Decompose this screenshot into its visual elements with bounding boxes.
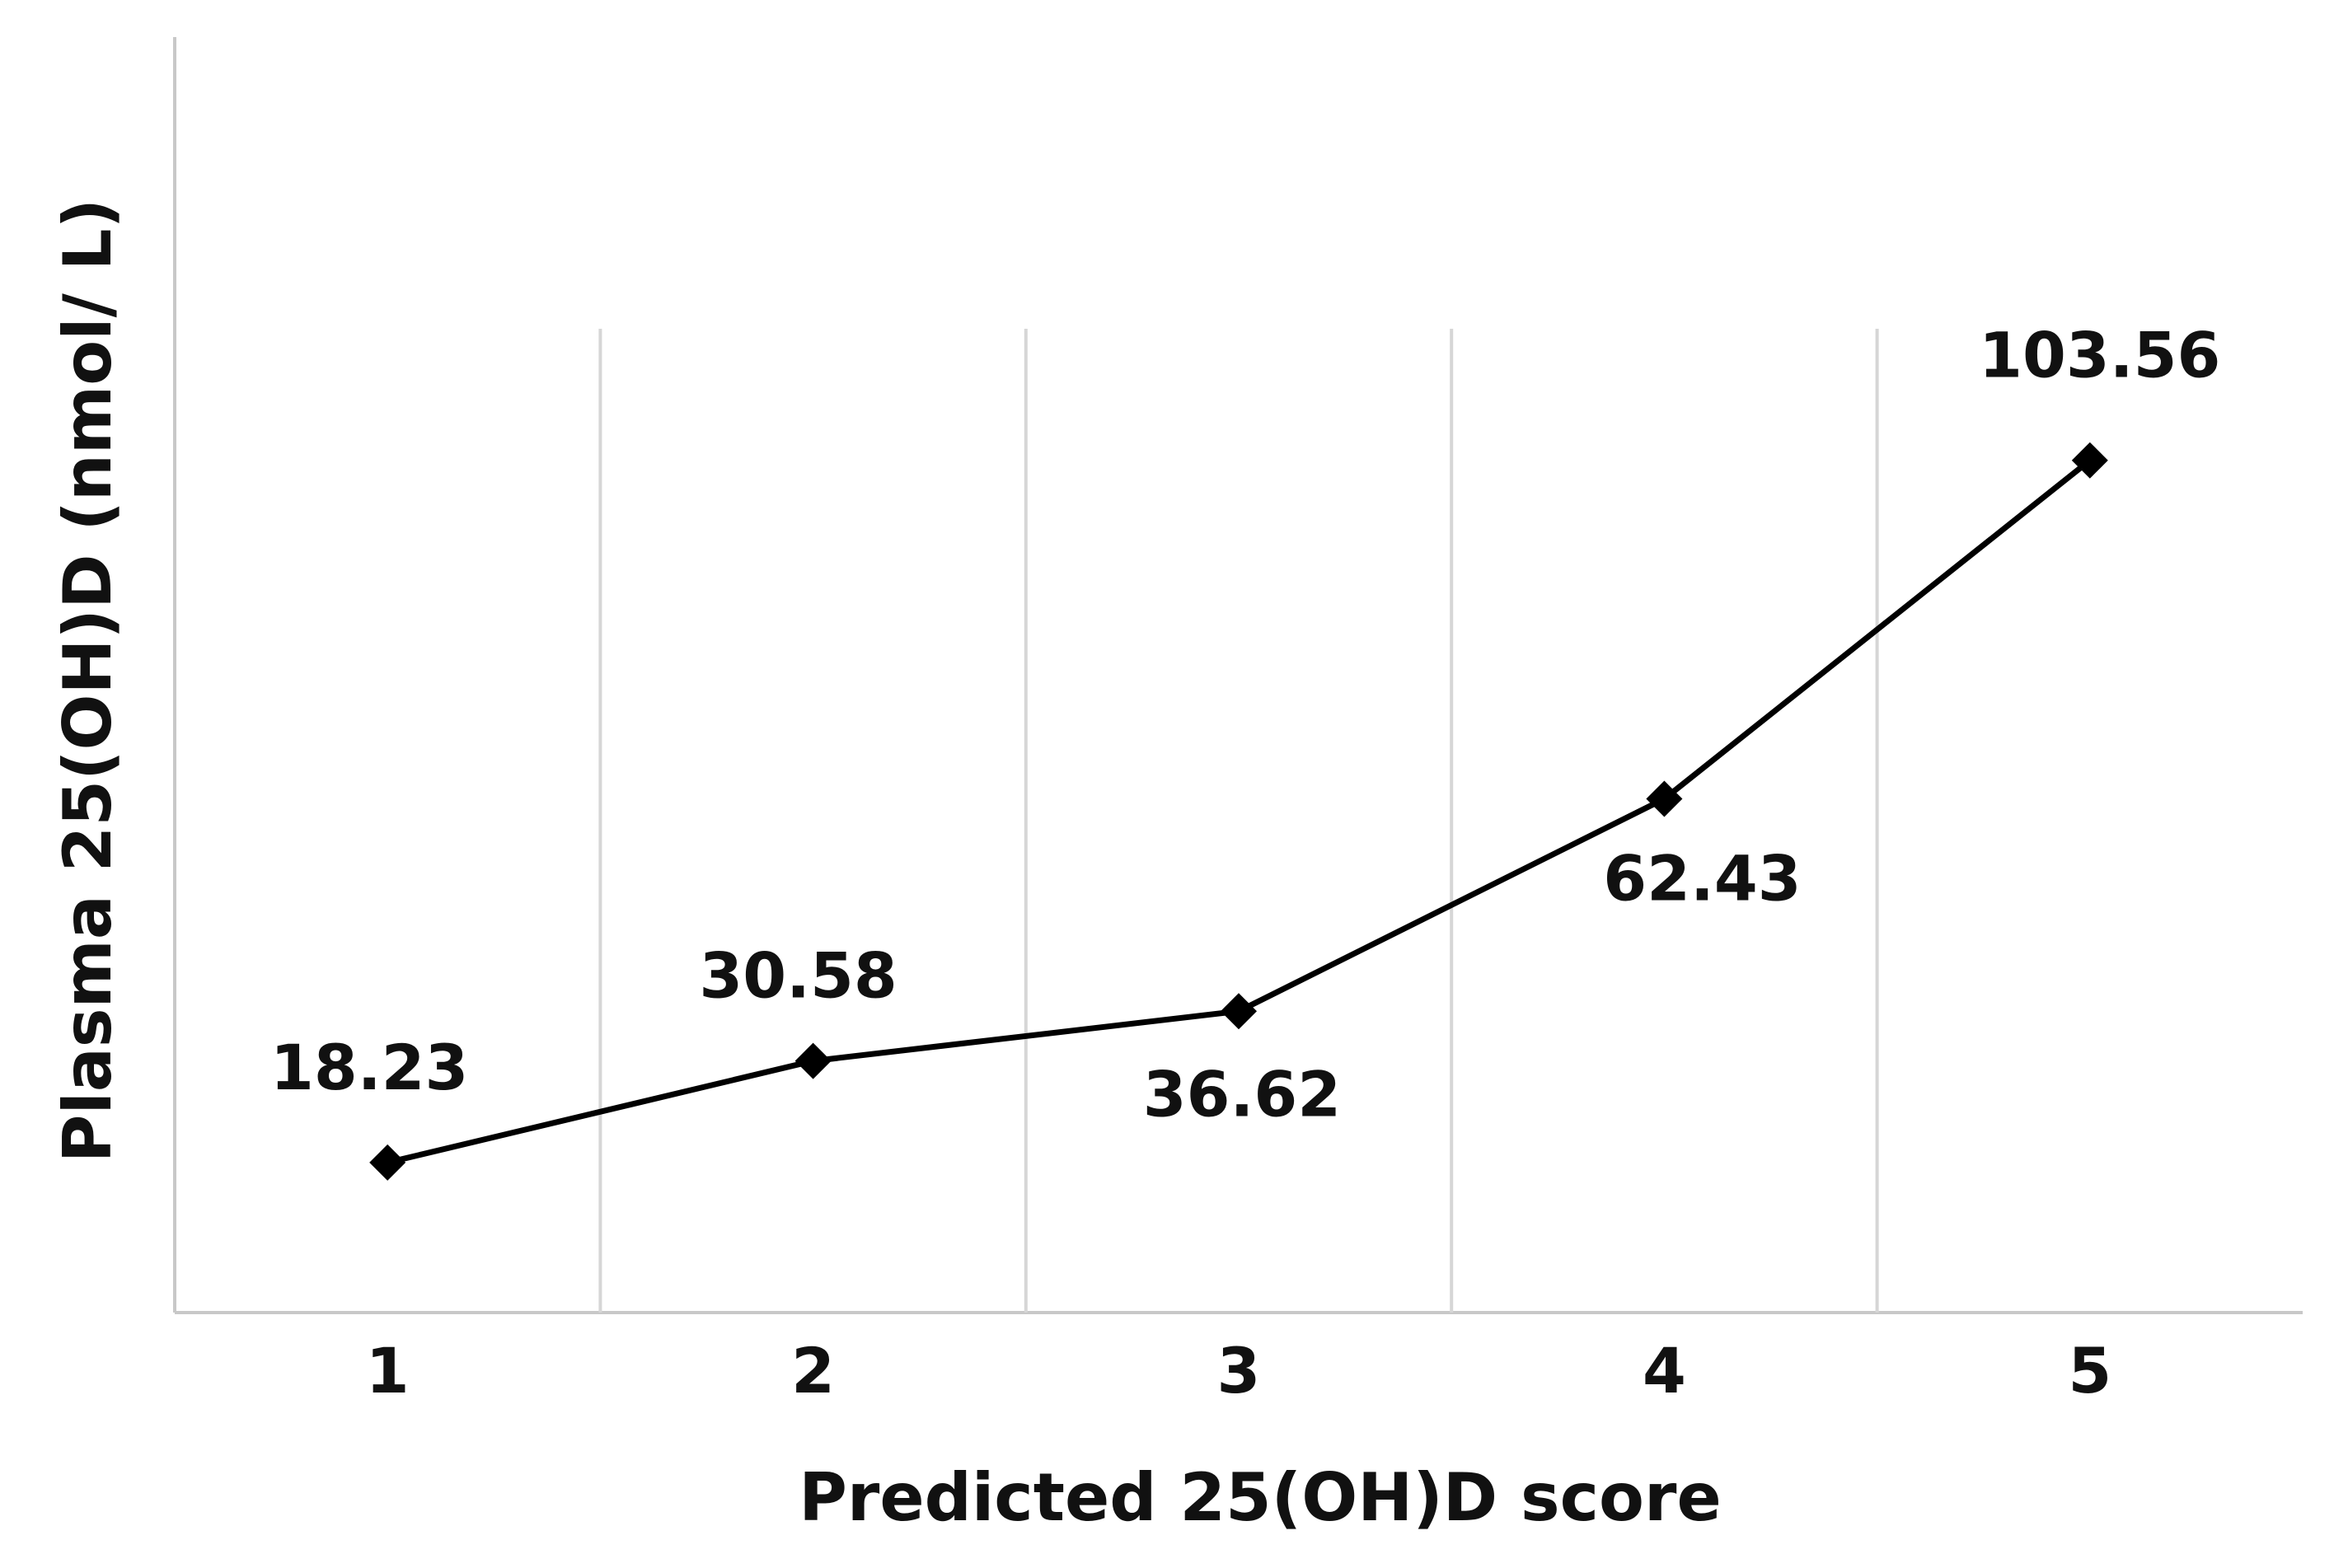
data-label: 62.43 [1603,841,1801,915]
y-axis-title: Plasma 25(OH)D (nmol/ L) [49,199,126,1163]
marker [794,1042,832,1079]
marker [369,1144,406,1181]
data-label: 36.62 [1143,1057,1341,1130]
x-axis-title: Predicted 25(OH)D score [799,1459,1721,1536]
x-tick-label: 3 [1217,1334,1261,1407]
data-label: 30.58 [699,939,897,1013]
data-label: 103.56 [1979,319,2220,392]
x-tick-label: 1 [366,1334,410,1407]
marker [1646,780,1683,817]
data-label: 18.23 [270,1031,468,1104]
x-tick-label: 5 [2068,1334,2111,1407]
marker [2071,442,2108,479]
x-tick-label: 2 [791,1334,835,1407]
marker [1221,993,1257,1030]
x-tick-label: 4 [1643,1334,1686,1407]
